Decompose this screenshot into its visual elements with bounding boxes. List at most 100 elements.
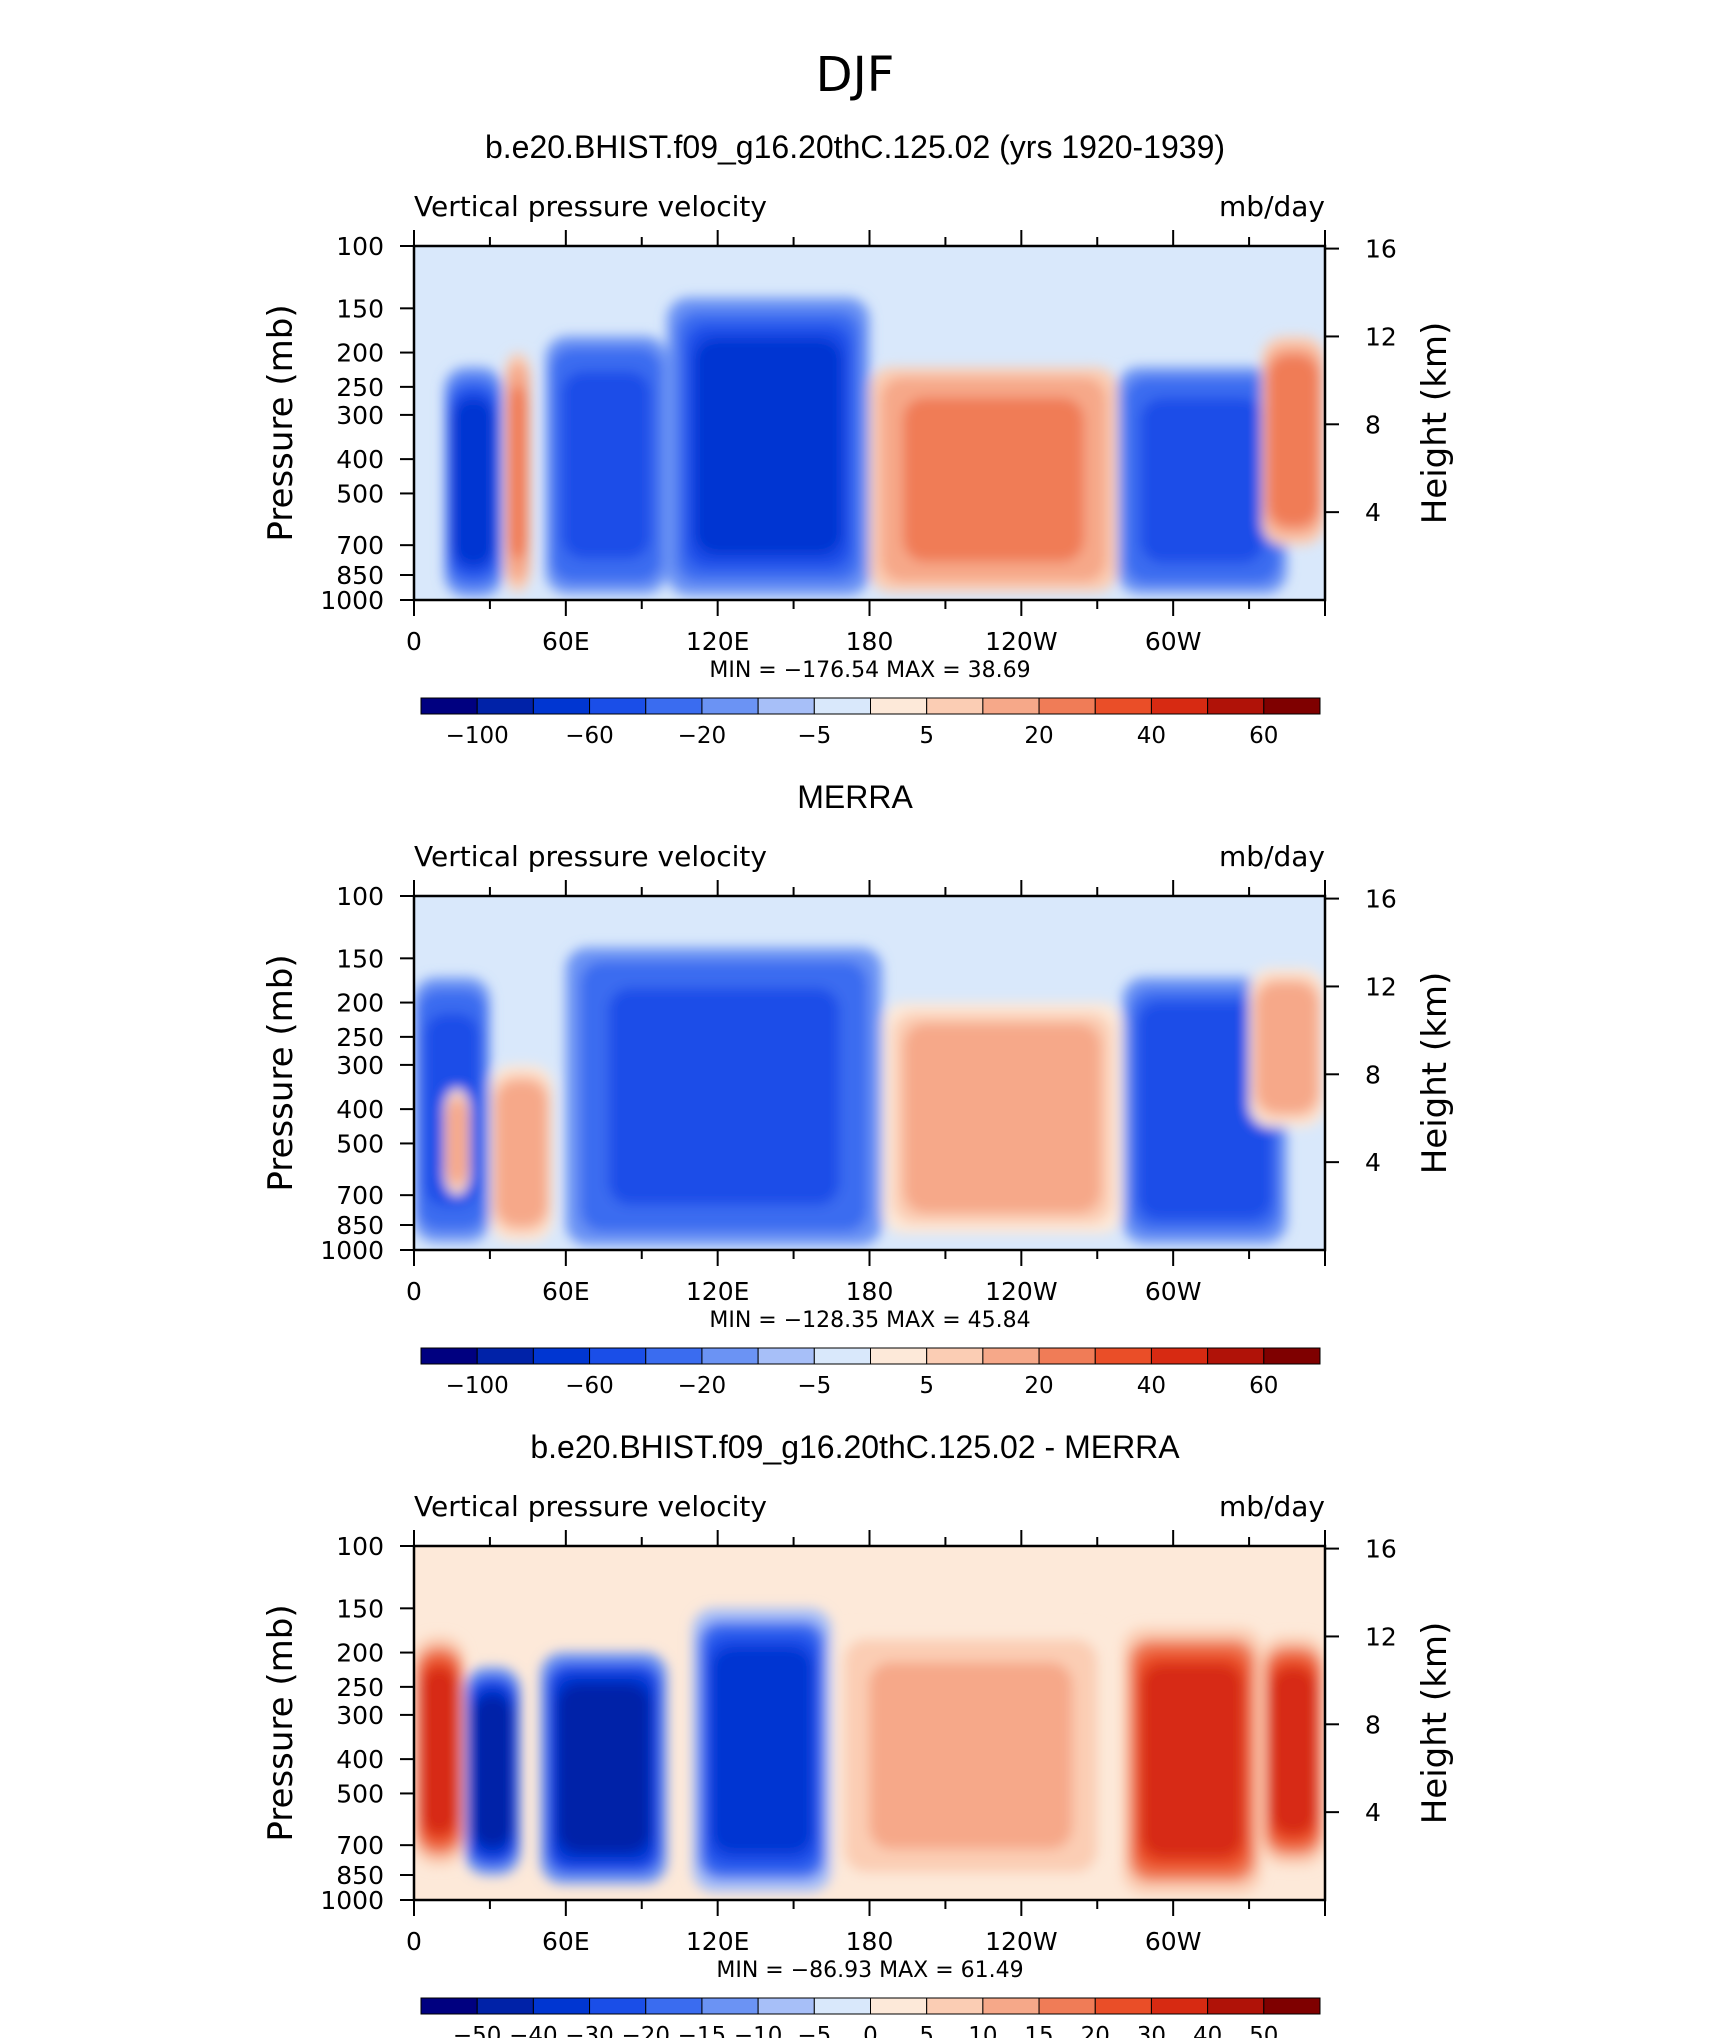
colorbar-label: 10 [968, 2023, 997, 2038]
panel-title: b.e20.BHIST.f09_g16.20thC.125.02 - MERRA [530, 1429, 1180, 1465]
colorbar-label: −60 [565, 723, 614, 749]
lon-tick-label: 0 [406, 1277, 422, 1306]
colorbar-label: 20 [1081, 2023, 1110, 2038]
pressure-tick-label: 250 [336, 1673, 384, 1702]
colorbar-label: 5 [919, 723, 934, 749]
height-tick-label: 12 [1365, 972, 1397, 1001]
colorbar-box [1207, 1347, 1265, 1365]
height-tick-label: 4 [1365, 1798, 1381, 1827]
page-title: DJF [816, 47, 895, 103]
lon-tick-label: 60E [542, 627, 590, 656]
colorbar-box [476, 697, 534, 715]
field-cell [447, 1102, 467, 1181]
colorbar-label: 60 [1249, 723, 1278, 749]
field-cell [694, 337, 843, 556]
contour-field [414, 1546, 1325, 1900]
colorbar-label: 5 [919, 2023, 934, 2038]
height-tick-label: 8 [1365, 410, 1381, 439]
colorbar-label: −50 [453, 2023, 502, 2038]
height-tick-label: 16 [1365, 235, 1397, 264]
y2-axis-title: Height (km) [1415, 1622, 1455, 1825]
colorbar-box [532, 1347, 591, 1365]
field-cell [1270, 1667, 1317, 1835]
colorbar-box [532, 1997, 591, 2015]
field-cell [1144, 1013, 1265, 1208]
lon-tick-label: 60W [1145, 1927, 1202, 1956]
colorbar-box [870, 1997, 928, 2015]
colorbar-label: −30 [565, 2023, 614, 2038]
pressure-tick-label: 150 [336, 1594, 384, 1623]
variable-label: Vertical pressure velocity [414, 190, 767, 223]
panel-1: b.e20.BHIST.f09_g16.20thC.125.02 (yrs 19… [261, 129, 1455, 749]
colorbar-label: 30 [1137, 2023, 1166, 2038]
field-cell [1140, 397, 1265, 564]
field-cell [1259, 989, 1315, 1106]
field-cell [452, 398, 495, 566]
colorbar-box [1150, 1997, 1209, 2015]
y2-axis-title: Height (km) [1415, 322, 1455, 525]
field-cell [498, 1088, 545, 1219]
height-tick-label: 8 [1365, 1710, 1381, 1739]
pressure-tick-label: 250 [336, 373, 384, 402]
pressure-tick-label: 300 [336, 1701, 384, 1730]
colorbar-box [870, 697, 928, 715]
lon-tick-label: 120W [985, 627, 1057, 656]
panel-title: b.e20.BHIST.f09_g16.20thC.125.02 (yrs 19… [485, 129, 1225, 165]
pressure-tick-label: 200 [336, 1639, 384, 1668]
colorbar-label: 40 [1137, 723, 1166, 749]
colorbar-box [1263, 1347, 1321, 1365]
pressure-tick-label: 850 [336, 1211, 384, 1240]
height-tick-label: 16 [1365, 885, 1397, 914]
colorbar-box [1150, 697, 1209, 715]
pressure-tick-label: 500 [336, 479, 384, 508]
colorbar-label: 20 [1024, 723, 1053, 749]
colorbar-label: 40 [1137, 1373, 1166, 1399]
pressure-tick-label: 1000 [320, 1886, 384, 1915]
variable-label: Vertical pressure velocity [414, 1490, 767, 1523]
pressure-tick-label: 400 [336, 1095, 384, 1124]
colorbar-box [1038, 1997, 1096, 2015]
colorbar-box [1207, 1997, 1265, 2015]
colorbar-box [701, 697, 759, 715]
colorbar-box [476, 1997, 534, 2015]
panel-3: b.e20.BHIST.f09_g16.20thC.125.02 - MERRA… [261, 1429, 1455, 2038]
lon-tick-label: 120E [686, 1277, 750, 1306]
colorbar-box [926, 1347, 984, 1365]
field-cell [902, 397, 1085, 562]
height-tick-label: 4 [1365, 1148, 1381, 1177]
lon-tick-label: 0 [406, 1927, 422, 1956]
colorbar-box [420, 697, 478, 715]
pressure-tick-label: 400 [336, 445, 384, 474]
colorbar-box [589, 1347, 647, 1365]
colorbar-label: 50 [1249, 2023, 1278, 2038]
height-tick-label: 12 [1365, 1622, 1397, 1651]
pressure-tick-label: 200 [336, 989, 384, 1018]
units-label: mb/day [1219, 190, 1325, 223]
colorbar-box [1263, 1997, 1321, 2015]
field-cell [557, 1683, 650, 1853]
pressure-tick-label: 850 [336, 1861, 384, 1890]
colorbar-box [1094, 1997, 1152, 2015]
lon-tick-label: 60E [542, 1277, 590, 1306]
colorbar-label: 20 [1024, 1373, 1053, 1399]
colorbar-label: 15 [1024, 2023, 1053, 2038]
pressure-tick-label: 200 [336, 339, 384, 368]
pressure-tick-label: 700 [336, 1181, 384, 1210]
colorbar-box [757, 1347, 815, 1365]
colorbar-box [645, 1347, 703, 1365]
lon-tick-label: 180 [846, 627, 894, 656]
field-cell [420, 1667, 458, 1835]
colorbar-box [1150, 1347, 1209, 1365]
y2-axis-title: Height (km) [1415, 972, 1455, 1175]
colorbar-box [926, 1997, 984, 2015]
pressure-tick-label: 300 [336, 1051, 384, 1080]
units-label: mb/day [1219, 1490, 1325, 1523]
pressure-tick-label: 100 [336, 1532, 384, 1561]
colorbar-box [813, 1347, 871, 1365]
y-axis-title: Pressure (mb) [261, 1604, 301, 1841]
colorbar-label: −40 [509, 2023, 558, 2038]
lon-tick-label: 120W [985, 1277, 1057, 1306]
panel-title: MERRA [797, 779, 913, 815]
colorbar-box [476, 1347, 534, 1365]
